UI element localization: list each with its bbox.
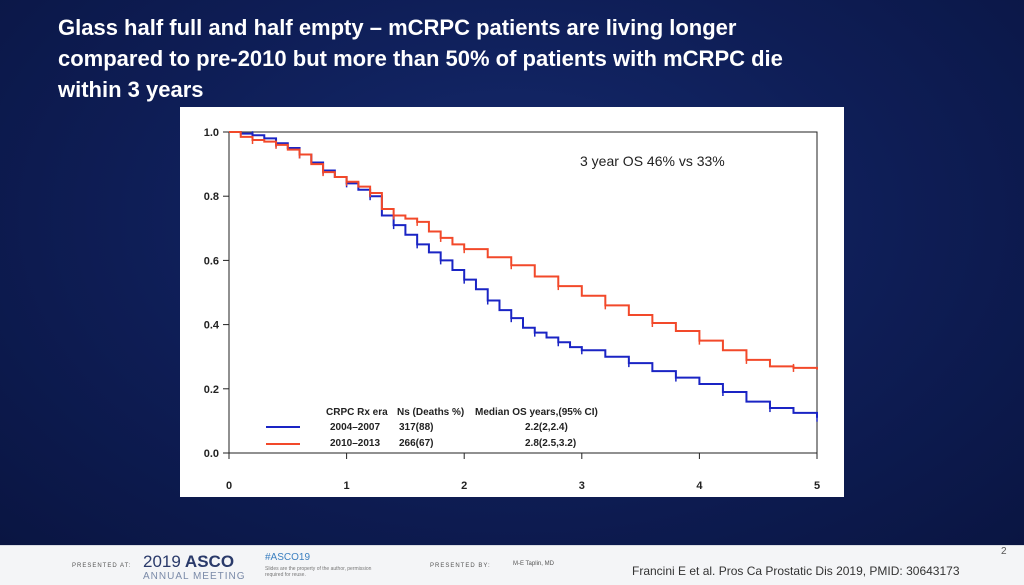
y-tick-label: 0.6 bbox=[204, 255, 219, 267]
legend-header-era: CRPC Rx era bbox=[326, 407, 388, 418]
os-annotation: 3 year OS 46% vs 33% bbox=[580, 153, 725, 169]
x-tick-label: 3 bbox=[579, 480, 585, 492]
hashtag: #ASCO19 bbox=[265, 552, 311, 563]
km-chart-panel: 0.0 0.2 0.4 0.6 0.8 1.0 0 1 2 3 4 5 3 year OS 46% v… bbox=[180, 107, 844, 497]
citation: Francini E et al. Pros Ca Prostatic Dis … bbox=[632, 564, 960, 578]
legend-header-median: Median OS years,(95% CI) bbox=[475, 407, 598, 418]
survival-curve-2010-2013 bbox=[229, 131, 818, 370]
slide: Glass half full and half empty – mCRPC p… bbox=[0, 0, 1024, 545]
legend-ns-2010: 266(67) bbox=[399, 438, 433, 449]
chart-curves bbox=[229, 131, 818, 422]
x-tick-label: 0 bbox=[226, 480, 232, 492]
brand-name: ASCO bbox=[184, 552, 235, 571]
brand-subtitle: ANNUAL MEETING bbox=[143, 571, 246, 582]
x-tick-label: 5 bbox=[814, 480, 820, 492]
y-tick-label: 0.4 bbox=[204, 320, 220, 332]
legend-name-2004: 2004–2007 bbox=[330, 422, 380, 433]
legend-ns-2004: 317(88) bbox=[399, 422, 433, 433]
title-line-2: compared to pre-2010 but more than 50% o… bbox=[58, 46, 783, 71]
y-tick-label: 1.0 bbox=[204, 127, 219, 139]
asco-logo: 2019 ASCO bbox=[143, 552, 234, 572]
title-line-3: within 3 years bbox=[58, 77, 204, 102]
plot-frame bbox=[228, 131, 818, 454]
legend-median-2010: 2.8(2.5,3.2) bbox=[525, 438, 576, 449]
x-tick-label: 4 bbox=[696, 480, 703, 492]
slide-title: Glass half full and half empty – mCRPC p… bbox=[58, 12, 978, 105]
brand-year: 2019 bbox=[143, 552, 181, 571]
presented-at-label: PRESENTED AT: bbox=[72, 563, 132, 569]
x-tick-label: 2 bbox=[461, 480, 467, 492]
chart-legend: CRPC Rx era Ns (Deaths %) Median OS year… bbox=[266, 407, 598, 449]
y-tick-label: 0.8 bbox=[204, 191, 219, 203]
presented-by-label: PRESENTED BY: bbox=[430, 563, 491, 569]
legend-name-2010: 2010–2013 bbox=[330, 438, 380, 449]
footer: PRESENTED AT: 2019 ASCO ANNUAL MEETING #… bbox=[0, 545, 1024, 585]
survival-curve-2004-2007 bbox=[229, 131, 818, 418]
title-line-1: Glass half full and half empty – mCRPC p… bbox=[58, 15, 737, 40]
page-number: 2 bbox=[1001, 546, 1007, 557]
legend-header-ns: Ns (Deaths %) bbox=[397, 407, 464, 418]
presenter-name: M-E Taplin, MD bbox=[513, 561, 554, 567]
legend-median-2004: 2.2(2,2.4) bbox=[525, 422, 568, 433]
y-tick-label: 0.2 bbox=[204, 384, 219, 396]
chart-axes: 0.0 0.2 0.4 0.6 0.8 1.0 0 1 2 3 4 5 bbox=[204, 127, 820, 492]
x-tick-label: 1 bbox=[344, 480, 350, 492]
copyright-note: Slides are the property of the author, p… bbox=[265, 566, 372, 578]
km-survival-chart: 0.0 0.2 0.4 0.6 0.8 1.0 0 1 2 3 4 5 3 year OS 46% v… bbox=[204, 127, 820, 492]
y-tick-label: 0.0 bbox=[204, 448, 219, 460]
